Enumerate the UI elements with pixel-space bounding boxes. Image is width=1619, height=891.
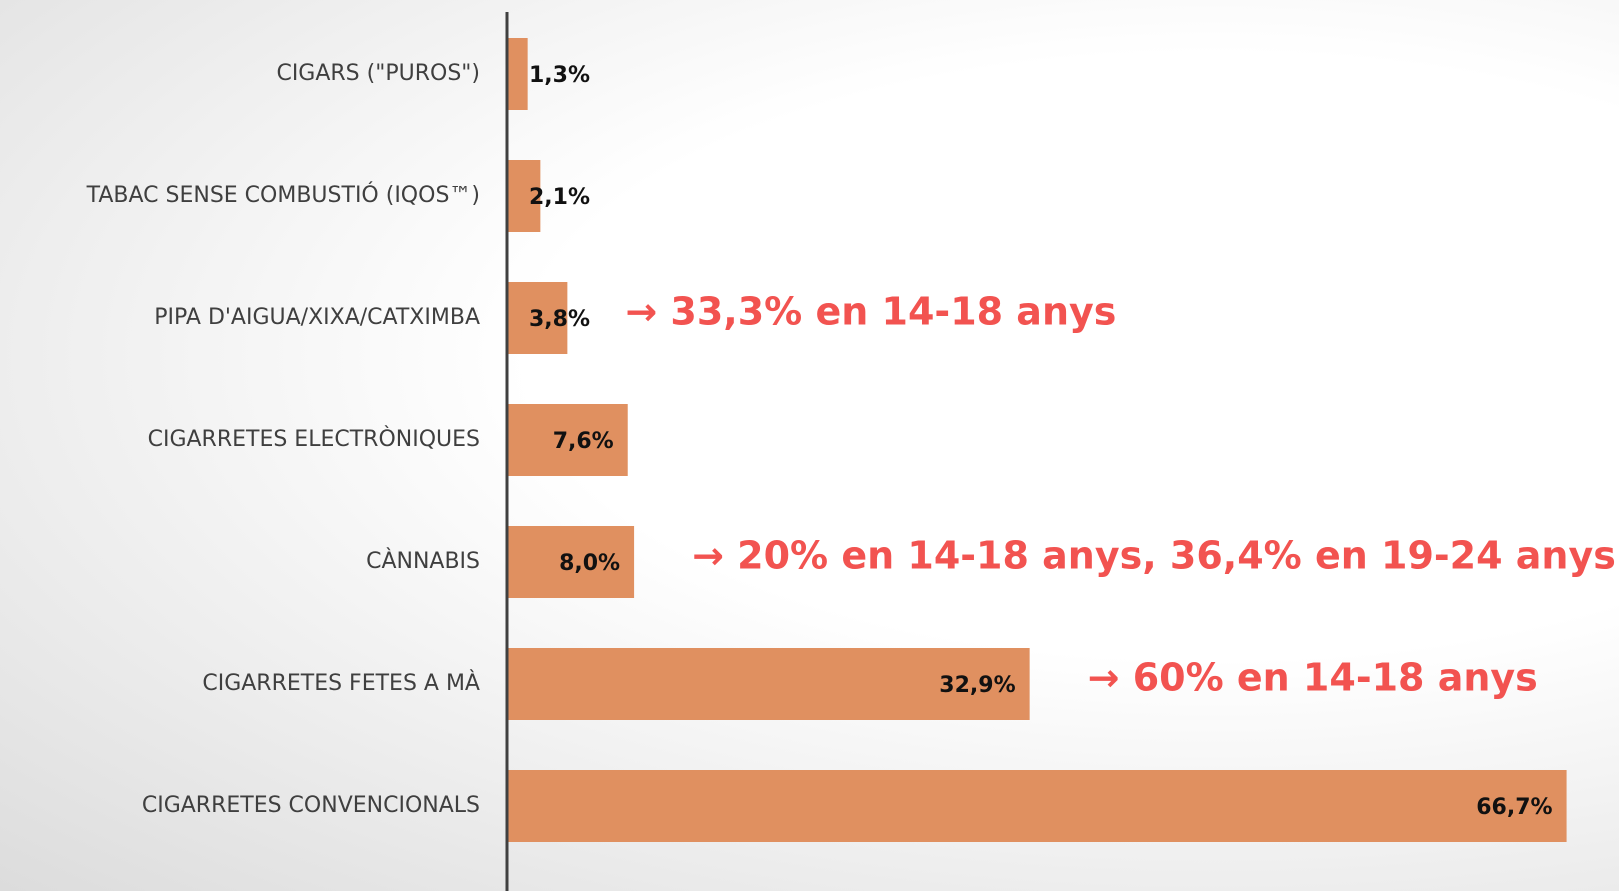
bar: [507, 770, 1567, 842]
bar: [507, 404, 628, 476]
category-label: CIGARRETES CONVENCIONALS: [142, 793, 480, 818]
value-label: 1,3%: [529, 63, 590, 88]
value-label: 7,6%: [553, 429, 614, 454]
bar: [507, 38, 528, 110]
category-label: PIPA D'AIGUA/XIXA/CATXIMBA: [154, 305, 480, 330]
value-label: 8,0%: [559, 551, 620, 576]
category-label: CÀNNABIS: [366, 548, 480, 574]
value-label: 2,1%: [529, 185, 590, 210]
bar: [507, 648, 1030, 720]
annotation: → 20% en 14-18 anys, 36,4% en 19-24 anys: [692, 534, 1616, 578]
annotation: → 33,3% en 14-18 anys: [625, 290, 1116, 334]
annotation: → 60% en 14-18 anys: [1088, 656, 1538, 700]
category-label: TABAC SENSE COMBUSTIÓ (IQOS™): [86, 182, 480, 208]
value-label: 66,7%: [1476, 795, 1552, 820]
category-label: CIGARRETES FETES A MÀ: [202, 670, 480, 696]
value-label: 32,9%: [939, 673, 1015, 698]
value-label: 3,8%: [529, 307, 590, 332]
bar: [507, 282, 568, 354]
category-label: CIGARRETES ELECTRÒNIQUES: [148, 426, 480, 452]
category-label: CIGARS ("PUROS"): [276, 61, 480, 86]
bar: [507, 160, 541, 232]
bar: [507, 526, 635, 598]
